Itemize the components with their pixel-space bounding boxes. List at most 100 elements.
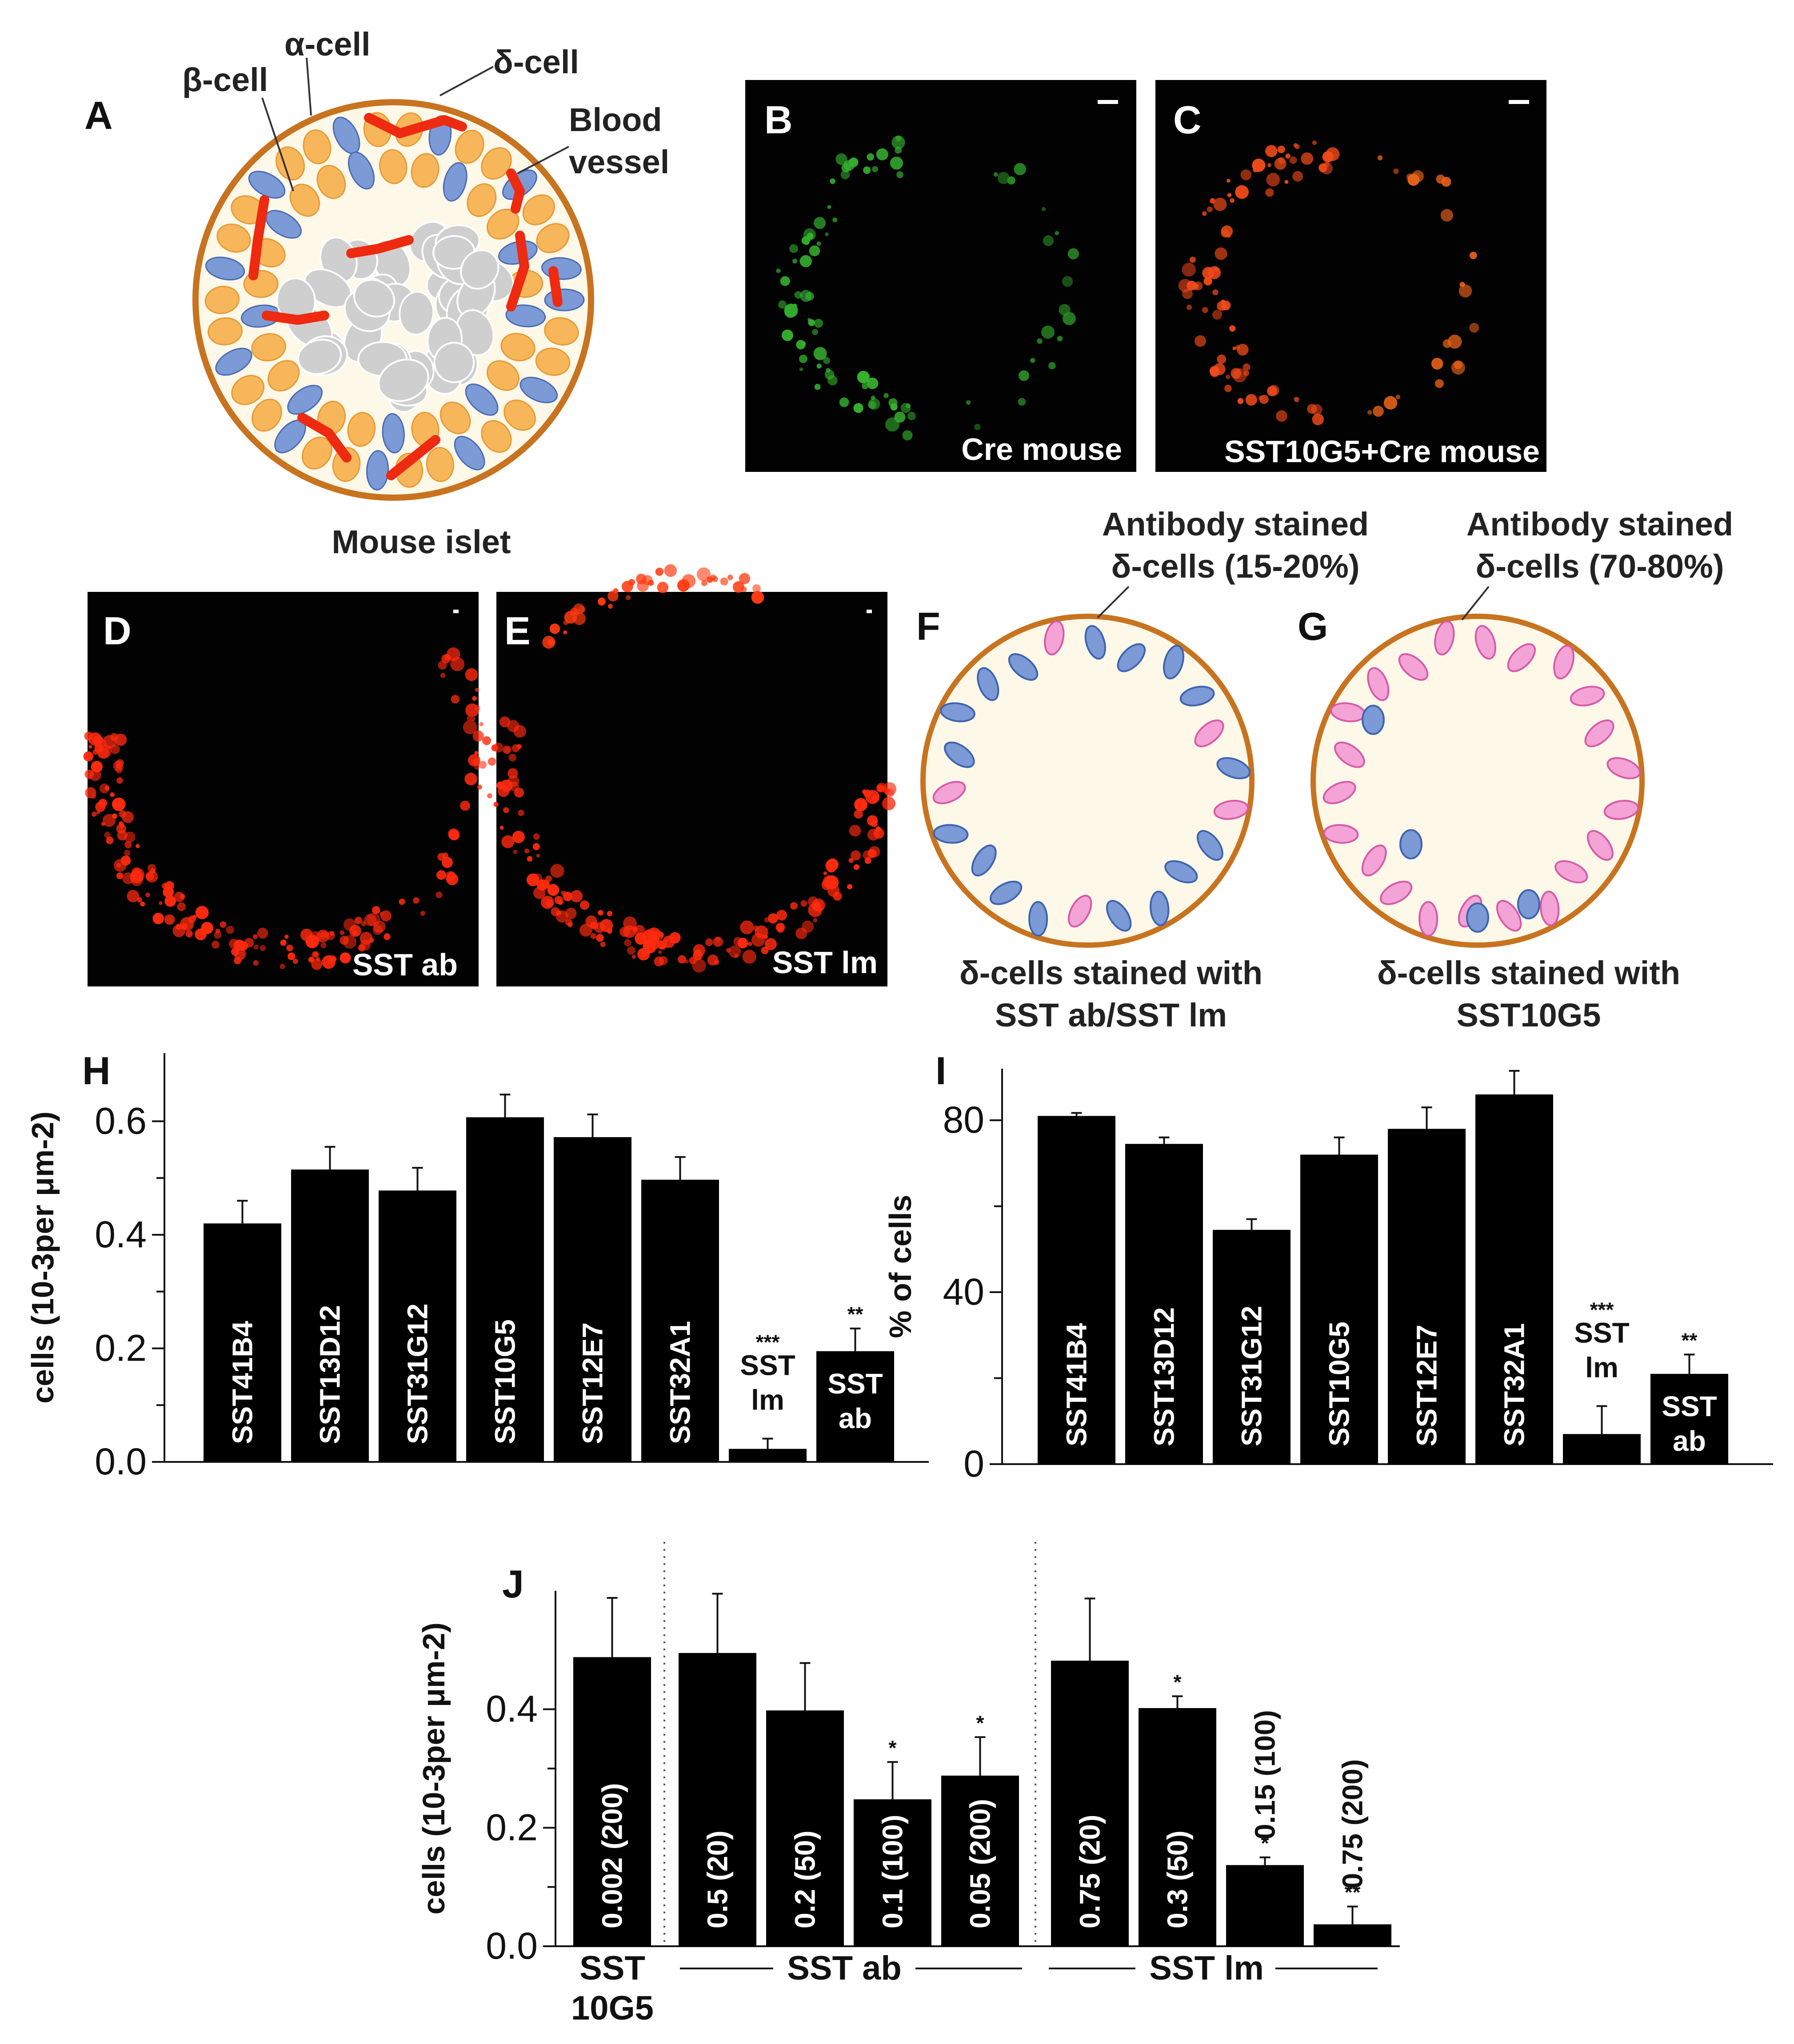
fluorescent-spot [545,875,552,882]
fluorescent-spot [813,918,818,922]
delta-cell [454,435,485,471]
stained-delta-cell [1496,900,1522,932]
label-beta-cell: β-cell [182,61,268,98]
group-label: SST lm [1149,1949,1264,1987]
fluorescent-spot [1213,363,1226,375]
alpha-cell [440,401,471,435]
fluorescent-spot [1207,206,1213,212]
fluorescent-spot [98,798,108,808]
stained-delta-cell [1379,880,1413,905]
fluorescent-spot [800,290,812,302]
fluorescent-spot [849,825,861,837]
fluorescent-spot [792,259,797,264]
scale-bar [1509,100,1529,104]
delta-cell [1084,625,1106,660]
fluorescent-spot [830,178,835,184]
delta-cell [944,741,975,768]
fluorescent-spot [827,884,840,897]
bar-label: 0.05 (200) [964,1799,996,1928]
fluorescent-spot [1226,179,1231,183]
bar-label: SST [740,1349,795,1381]
fluorescent-spot [763,934,768,939]
fluorescent-spot [1459,282,1465,287]
fluorescent-spot [1266,172,1280,187]
fluorescent-spot [130,874,143,886]
stained-delta-cell [1044,620,1065,656]
fluorescent-spot [796,340,806,350]
fluorescent-spot [832,217,838,223]
fluorescent-spot [316,930,330,942]
fluorescent-spot [1055,231,1059,236]
blood-vessel-segment [262,311,329,325]
stained-delta-cell [1361,844,1387,877]
fluorescent-spot [372,925,383,935]
panel-b: B Cre mouse [745,80,1136,472]
fluorescent-spot [1327,151,1331,155]
fluorescent-spot [164,895,176,907]
callout-line [1097,586,1130,619]
fluorescent-spot [1221,225,1233,237]
significance-marker: * [1261,1832,1269,1855]
bar-label: SST12E7 [577,1322,609,1444]
fluorescent-spot [594,922,605,933]
blood-vessel-segment [548,266,563,307]
fluorescent-spot [94,739,103,748]
fluorescent-spot [468,754,480,766]
significance-marker: * [1174,1670,1182,1693]
fluorescent-spot [1014,163,1026,176]
alpha-cell [208,317,243,346]
fluorescent-spot [827,375,838,386]
fluorescent-spot [511,744,520,752]
y-tick-label: 0.0 [95,1441,147,1482]
callout-line [306,57,312,116]
fluorescent-spot [384,933,391,940]
fluorescent-spot [895,135,902,142]
fluorescent-spot [195,906,209,919]
fluorescent-spot [823,357,831,364]
fluorescent-spot [1215,247,1227,260]
bar-label: lm [1585,1351,1618,1383]
delta-cell [505,304,546,327]
fluorescent-spot [876,784,884,792]
fluorescent-spot [752,584,761,593]
fluorescent-spot [420,910,425,916]
fluorescent-spot [561,890,566,896]
fluorescent-spot [1301,152,1314,165]
micrograph-c [1155,80,1546,472]
bar [641,1179,719,1462]
bar-label: 0.5 (20) [702,1830,734,1928]
fluorescent-spot [619,926,630,937]
stained-delta-cell [1323,781,1356,804]
fluorescent-spot [1285,153,1291,159]
bar [1125,1144,1203,1464]
fluorescent-spot [107,745,112,750]
alpha-cell [251,333,286,362]
fluorescent-spot [1212,310,1223,320]
callout-delta-percentage: δ-cells (15-20%) [1111,548,1359,585]
alpha-cell [268,360,300,391]
callout-line [440,66,494,96]
fluorescent-spot [570,890,583,902]
stained-delta-cell [1434,620,1455,656]
fluorescent-spot [827,205,831,209]
fluorescent-spot [1202,211,1207,216]
fluorescent-spot [146,870,158,883]
fluorescent-spot [907,411,916,420]
fluorescent-spot [312,951,319,958]
fluorescent-spot [1227,193,1232,197]
y-tick-label: 0 [963,1443,984,1485]
bar-label: 0.3 (50) [1162,1830,1194,1928]
fluorescent-spot [1019,370,1030,381]
fluorescent-spot [748,942,752,946]
y-tick-label: 0.6 [95,1100,147,1142]
fluorescent-spot [110,733,118,741]
caption-mouse-islet: Mouse islet [332,523,511,560]
bar-label: SST [827,1368,883,1400]
fluorescent-spot [1277,145,1285,153]
fluorescent-spot [727,575,733,580]
delta-cell [940,702,975,723]
alpha-cell [379,149,408,184]
group-label: SST [579,1949,645,1987]
fluorescent-spot [436,891,443,898]
fluorescent-spot [664,564,677,577]
